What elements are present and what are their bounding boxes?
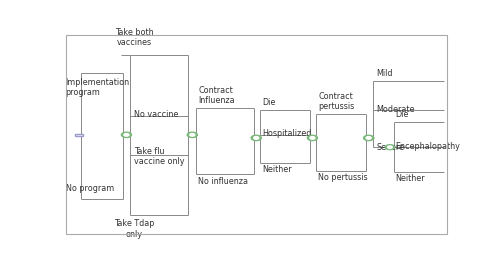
- Text: Hospitalized: Hospitalized: [262, 129, 312, 138]
- Circle shape: [254, 137, 259, 139]
- Text: Die: Die: [396, 111, 409, 119]
- Bar: [74, 134, 83, 136]
- Text: Contract
pertussis: Contract pertussis: [318, 92, 354, 111]
- Text: Take both
vaccines: Take both vaccines: [115, 28, 154, 48]
- Circle shape: [190, 134, 195, 136]
- Circle shape: [124, 134, 129, 136]
- Text: Take flu
vaccine only: Take flu vaccine only: [134, 147, 184, 166]
- Text: No program: No program: [66, 184, 114, 193]
- Text: No influenza: No influenza: [198, 177, 248, 186]
- Circle shape: [308, 135, 318, 141]
- Circle shape: [364, 135, 374, 141]
- Text: Moderate: Moderate: [376, 105, 415, 114]
- Circle shape: [386, 145, 394, 150]
- Text: Die: Die: [262, 98, 276, 107]
- Circle shape: [251, 135, 262, 141]
- Text: No pertussis: No pertussis: [318, 173, 368, 182]
- Circle shape: [188, 132, 198, 138]
- Text: Contract
Influenza: Contract Influenza: [198, 86, 235, 105]
- Text: Implementation
program: Implementation program: [66, 78, 130, 97]
- Text: Take Tdap
only: Take Tdap only: [114, 219, 154, 238]
- Text: Mild: Mild: [376, 69, 393, 78]
- Circle shape: [122, 132, 132, 138]
- Text: Severe: Severe: [376, 143, 404, 152]
- Circle shape: [366, 137, 371, 139]
- Circle shape: [388, 146, 392, 148]
- Text: Neither: Neither: [396, 174, 426, 183]
- Text: No vaccine: No vaccine: [134, 110, 178, 119]
- Text: Neither: Neither: [262, 165, 292, 174]
- Text: Encephalopathy: Encephalopathy: [396, 142, 460, 151]
- Circle shape: [310, 137, 315, 139]
